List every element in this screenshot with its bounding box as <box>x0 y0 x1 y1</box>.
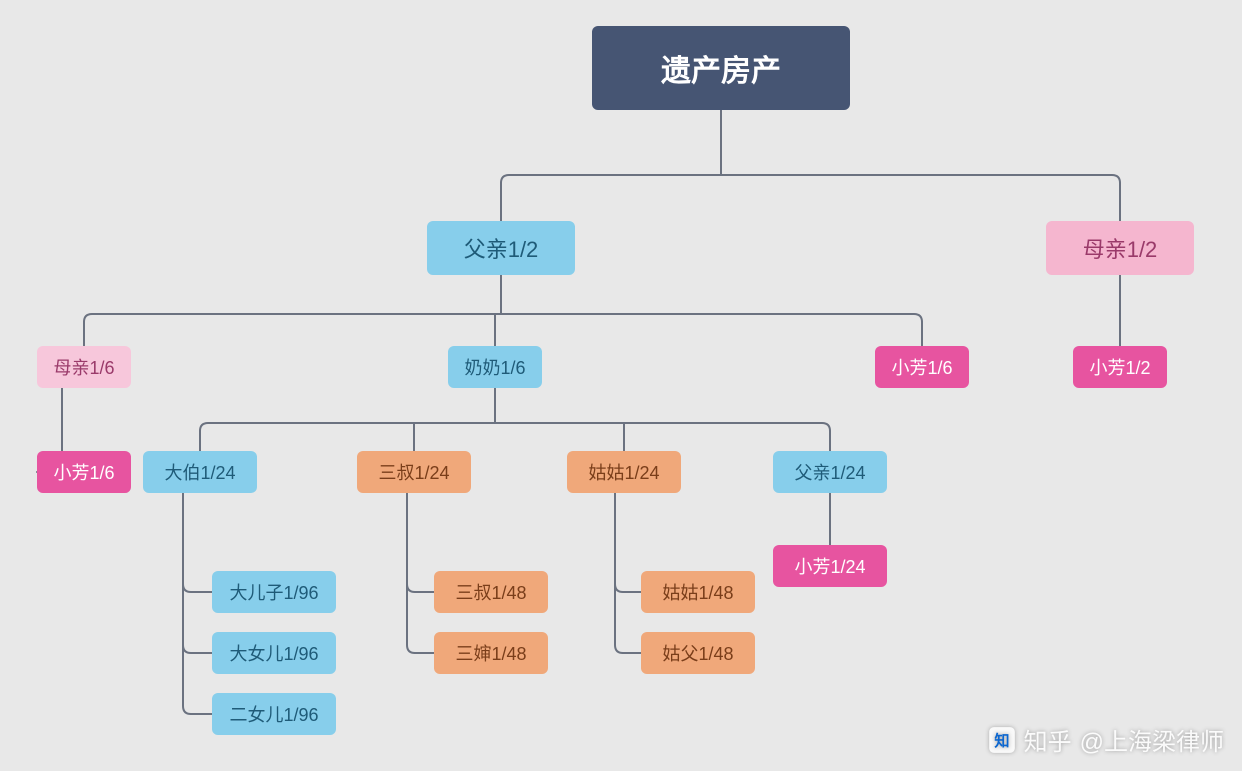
node-danver: 大女儿1/96 <box>212 632 336 674</box>
node-xf16a: 小芳1/6 <box>875 346 969 388</box>
node-daerzi: 大儿子1/96 <box>212 571 336 613</box>
node-nainai: 奶奶1/6 <box>448 346 542 388</box>
watermark-text: @上海梁律师 <box>1080 722 1224 757</box>
node-father: 父亲1/2 <box>427 221 575 275</box>
node-xf16b: 小芳1/6 <box>37 451 131 493</box>
watermark-prefix: 知乎 <box>1024 722 1072 757</box>
svg-text:知: 知 <box>993 731 1009 749</box>
node-sanshen: 三婶1/48 <box>434 632 548 674</box>
node-fuqin24: 父亲1/24 <box>773 451 887 493</box>
node-xf24: 小芳1/24 <box>773 545 887 587</box>
node-gugu48: 姑姑1/48 <box>641 571 755 613</box>
zhihu-icon: 知 <box>988 726 1016 754</box>
connector-layer <box>0 0 1242 771</box>
node-root: 遗产房产 <box>592 26 850 110</box>
watermark: 知 知乎 @上海梁律师 <box>988 722 1224 757</box>
node-dabo: 大伯1/24 <box>143 451 257 493</box>
node-mother: 母亲1/2 <box>1046 221 1194 275</box>
node-gugu: 姑姑1/24 <box>567 451 681 493</box>
node-sanshu48: 三叔1/48 <box>434 571 548 613</box>
node-mom16: 母亲1/6 <box>37 346 131 388</box>
node-xf12: 小芳1/2 <box>1073 346 1167 388</box>
node-ernver: 二女儿1/96 <box>212 693 336 735</box>
node-sanshu: 三叔1/24 <box>357 451 471 493</box>
node-gufu48: 姑父1/48 <box>641 632 755 674</box>
